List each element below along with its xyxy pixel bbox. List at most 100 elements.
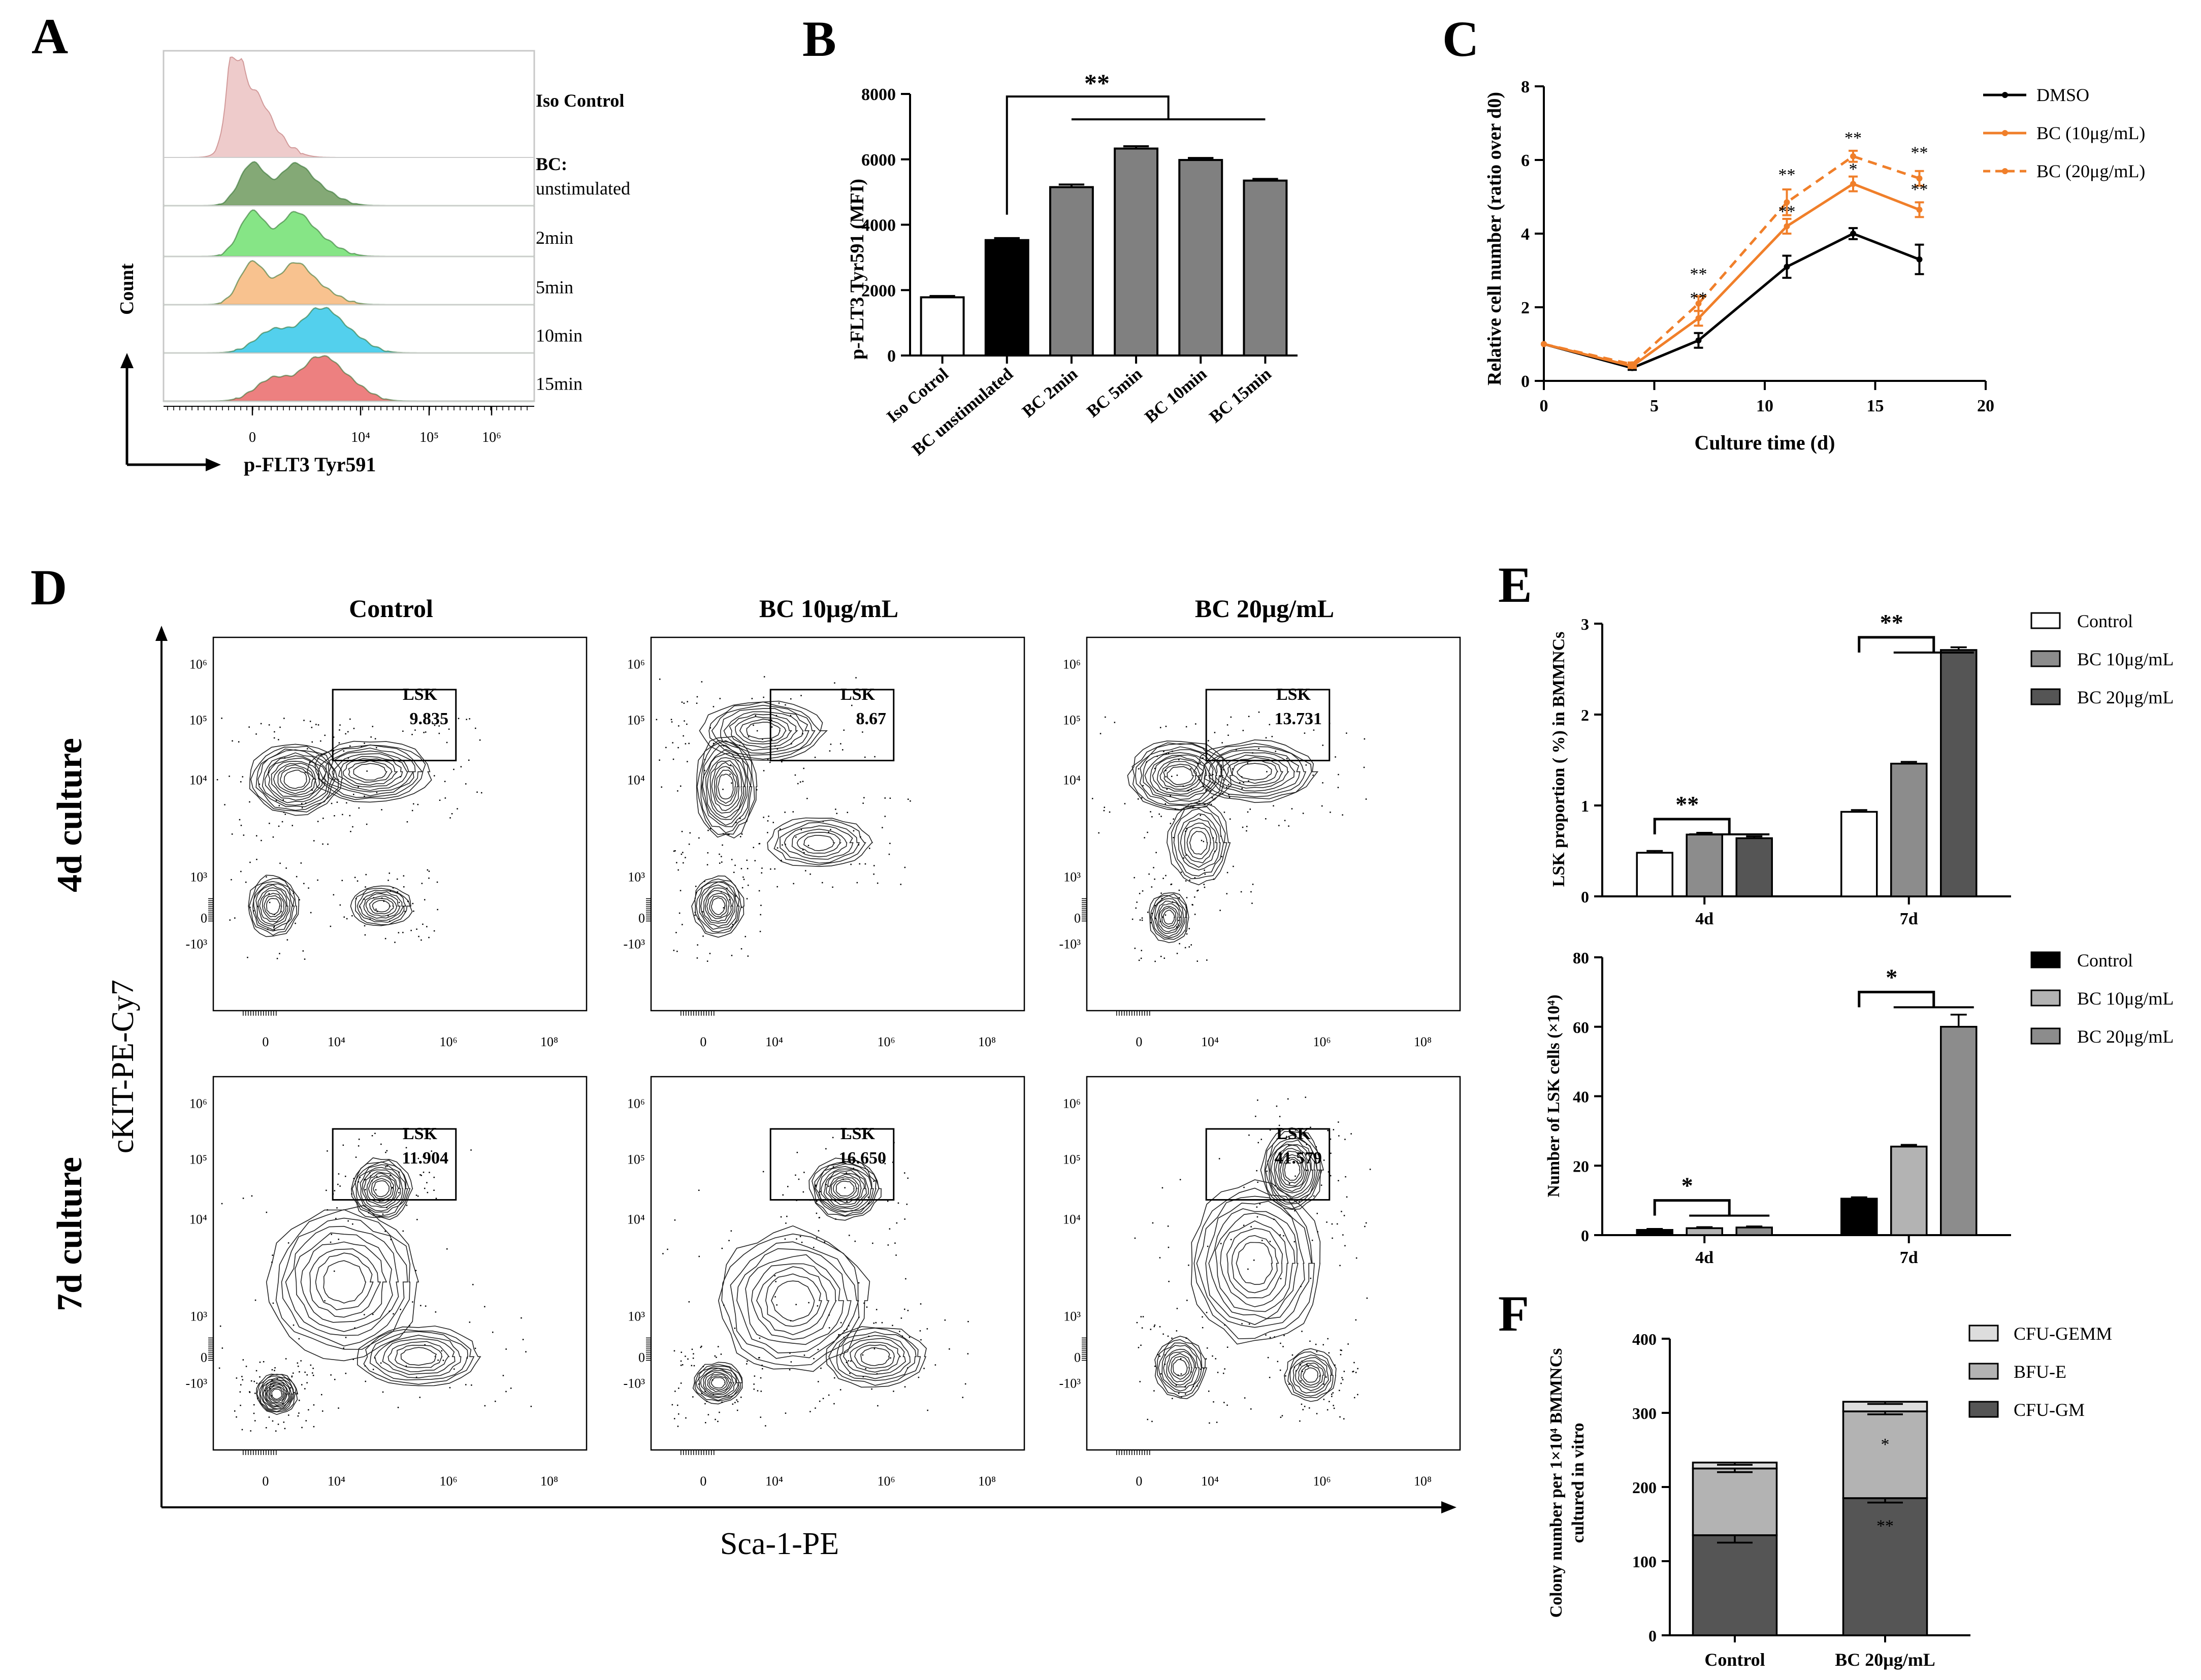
contour-line — [360, 1167, 404, 1212]
contour-line — [711, 762, 740, 811]
d-y-tick-label: 10⁶ — [189, 1096, 207, 1111]
e-significance: ** — [1880, 609, 1903, 635]
contour-line — [1274, 1144, 1311, 1193]
e-legend-swatch — [2030, 989, 2061, 1007]
b-x-tick-label: BC 15min — [1206, 365, 1275, 427]
d-y-tick-label: 0 — [638, 1350, 645, 1365]
contour-line — [283, 769, 307, 789]
contour-line — [1186, 827, 1211, 859]
contour-line — [1298, 1362, 1324, 1388]
col-title-bc10: BC 10μg/mL — [759, 594, 898, 623]
contour-line — [1155, 900, 1182, 934]
c-significance: ** — [1690, 289, 1707, 308]
lsk-gate-label: LSK — [840, 685, 876, 704]
b-ylabel: p-FLT3 Tyr591 (MFI) — [847, 179, 868, 360]
d-x-tick-label: 10⁸ — [540, 1035, 558, 1049]
flow-plot-frame — [650, 636, 1025, 1012]
a-tick-label: 10⁶ — [482, 430, 501, 445]
f-y-tick-label: 400 — [1632, 1330, 1657, 1348]
c-series-line — [1543, 232, 1920, 370]
c-significance: ** — [1911, 180, 1928, 199]
contour-line — [309, 1248, 381, 1318]
panel-f-letter: F — [1498, 1285, 1529, 1342]
contour-line — [779, 822, 860, 864]
contour-line — [281, 1217, 408, 1347]
contour-line — [1148, 892, 1189, 943]
d-x-tick-label: 10⁶ — [440, 1474, 458, 1489]
d-y-tick-label: -10³ — [624, 1376, 645, 1391]
flow-contour-grid: LSK 9.835 10⁶ 10⁵ 10⁴ 10³ 0 -10³ 0 10⁴ 10⁶ 10⁸ LSK 8.… — [186, 636, 1461, 1489]
contour-line — [1220, 1220, 1289, 1308]
lsk-gate-label: LSK — [1276, 1124, 1311, 1143]
contour-line — [836, 1331, 917, 1381]
e-y-tick-label: 0 — [1581, 888, 1589, 906]
contour-line — [706, 893, 730, 919]
contour-line — [374, 1335, 462, 1379]
c-x-tick-label: 20 — [1977, 397, 1994, 415]
d-x-tick-label: 0 — [262, 1474, 269, 1489]
contour-line — [350, 885, 413, 926]
f-bar-segment — [1692, 1534, 1778, 1636]
e-bar — [1735, 1226, 1773, 1236]
contour-line — [696, 740, 755, 835]
e-bar — [1890, 762, 1928, 897]
contour-line — [721, 1233, 860, 1367]
col-title-bc20: BC 20μg/mL — [1195, 594, 1334, 623]
e-x-tick-label: 4d — [1695, 1248, 1713, 1267]
e-legend-label: BC 20μg/mL — [2077, 1026, 2174, 1047]
contour-line — [1151, 895, 1186, 939]
d-y-tick-label: 10⁴ — [189, 772, 207, 787]
contour-line — [709, 760, 742, 814]
f-x-tick-label: BC 20μg/mL — [1835, 1650, 1935, 1670]
c-legend-marker — [2002, 168, 2008, 174]
e-x-tick-label: 4d — [1695, 910, 1713, 928]
contour-line — [363, 893, 401, 919]
d-x-tick-label: 10⁴ — [1201, 1474, 1219, 1489]
contour-line — [1189, 831, 1208, 855]
contour-line — [357, 1326, 481, 1386]
c-y-tick-label: 8 — [1521, 78, 1530, 96]
contour-line — [716, 769, 736, 804]
contour-line — [400, 1347, 437, 1366]
contour-line — [705, 753, 747, 820]
contour-line — [833, 1178, 858, 1199]
contour-line — [1161, 1345, 1200, 1392]
c-point — [1541, 341, 1547, 347]
lsk-gate-value: 13.731 — [1275, 709, 1322, 728]
b-y-tick-label: 0 — [887, 347, 896, 366]
c-y-tick-label: 2 — [1521, 299, 1530, 317]
contour-line — [1163, 1348, 1197, 1387]
contour-line — [765, 1273, 822, 1327]
histogram-label: unstimulated — [536, 178, 630, 199]
e-significance: ** — [1675, 791, 1699, 817]
e-legend-label: BC 10μg/mL — [2077, 988, 2174, 1009]
contour-line — [257, 887, 288, 925]
histogram-label: BC: — [536, 154, 567, 174]
c-legend-marker — [2002, 92, 2008, 98]
flow-plot: LSK 8.67 10⁶ 10⁵ 10⁴ 10³ 0 -10³ 0 10⁴ 10⁶ 10⁸ — [624, 636, 1025, 1049]
d-y-tick-label: 10⁴ — [1063, 772, 1081, 787]
c-xlabel: Culture time (d) — [1695, 431, 1835, 454]
c-legend-label: BC (20μg/mL) — [2036, 161, 2145, 181]
contour-line — [1295, 1360, 1326, 1392]
count-label: Count — [116, 263, 138, 315]
contour-line — [710, 897, 726, 915]
contour-line — [815, 1163, 874, 1213]
contour-line — [1226, 757, 1284, 786]
contour-line — [1284, 1348, 1337, 1402]
f-legend-label: CFU-GM — [2014, 1400, 2085, 1420]
contour-line — [314, 745, 426, 800]
histogram-10min — [164, 307, 534, 354]
contour-line — [1260, 1127, 1324, 1210]
c-x-tick-label: 15 — [1867, 397, 1884, 415]
contour-line — [257, 749, 334, 807]
e-bar — [1940, 649, 1978, 897]
lsk-gate-label: LSK — [403, 1124, 438, 1143]
contour-line — [250, 746, 339, 813]
contour-line — [1292, 1357, 1329, 1394]
contour-line — [259, 1375, 294, 1412]
contour-line — [791, 828, 848, 857]
contour-line — [1171, 805, 1227, 880]
